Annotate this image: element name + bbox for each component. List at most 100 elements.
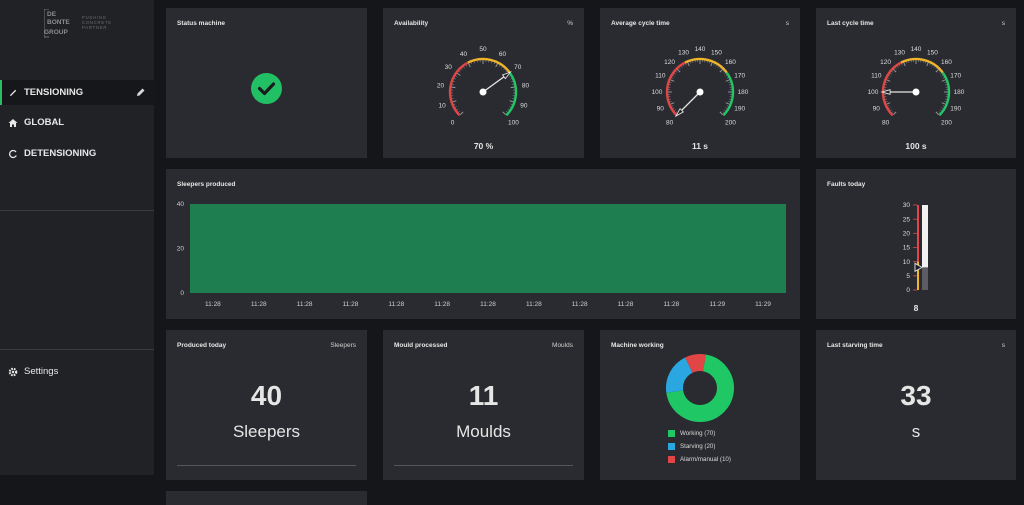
gauge-tick [942, 105, 945, 107]
sidebar-item-detensioning[interactable]: DETENSIONING [0, 141, 154, 166]
faults-track [922, 205, 928, 290]
card-unit: Moulds [552, 342, 573, 349]
card-title: Produced today [177, 342, 227, 349]
gauge-tick-label: 190 [950, 106, 961, 113]
gauge-tick [713, 63, 715, 66]
x-tick-label: 11:29 [755, 301, 771, 308]
gauge-tick [941, 79, 946, 82]
gauge-tick-label: 80 [522, 82, 530, 89]
gauge-tick [680, 65, 683, 68]
gauge-tick [673, 72, 676, 75]
produced-today-card: Produced today Sleepers 40 Sleepers [166, 330, 367, 480]
gauge-tick [942, 77, 945, 79]
gauge-tick [675, 71, 678, 73]
gauge-tick [717, 65, 720, 68]
gauge-tick-label: 30 [445, 64, 453, 71]
gauge-tick-label: 150 [927, 49, 938, 56]
sidebar-item-tensioning[interactable]: TENSIONING [0, 80, 154, 105]
gauge-tick-label: 190 [734, 106, 745, 113]
edit-icon[interactable] [136, 87, 146, 100]
card-divider [177, 465, 356, 466]
card-unit: s [1001, 20, 1005, 27]
gauge-tick [671, 77, 674, 79]
x-tick-label: 11:28 [251, 301, 267, 308]
gauge-tick [669, 81, 672, 83]
x-tick-label: 11:28 [663, 301, 679, 308]
gauge-tick-label: 130 [678, 49, 689, 56]
x-tick-label: 11:28 [297, 301, 313, 308]
x-tick-label: 11:28 [434, 301, 450, 308]
gauge-tick [503, 68, 506, 71]
gauge-tick [458, 70, 461, 73]
legend-item-alarm[interactable]: Alarm/manual (10) [668, 453, 731, 466]
sleepers-produced-chart: 40 20 0 11:28 11:28 11:28 11:28 11:28 11:28 11:28… [177, 201, 786, 308]
gauge-tick-label: 90 [520, 102, 528, 109]
sidebar-item-label: TENSIONING [24, 87, 84, 98]
gauge-tick [505, 110, 508, 113]
gauge-band-green [722, 71, 735, 117]
legend-item-starving[interactable]: Starving (20) [668, 440, 731, 453]
gauge-tick [938, 111, 941, 113]
gauge-tick [940, 72, 943, 75]
gauge-tick [725, 75, 728, 77]
faults-fill [922, 267, 928, 290]
area-series [190, 204, 786, 293]
gauge-tick-label: 50 [479, 46, 487, 53]
svg-text:CONCRETE: CONCRETE [82, 20, 112, 25]
kpi-value: 33 [900, 380, 932, 411]
faults-tick-label: 20 [903, 231, 911, 238]
sidebar-divider [0, 210, 154, 211]
gauge-tick [944, 81, 947, 83]
gauge-tick [502, 111, 506, 115]
svg-text:PARTNER: PARTNER [82, 25, 107, 30]
sidebar-item-global[interactable]: GLOBAL [0, 110, 154, 135]
gauge-tick [891, 111, 894, 113]
card-title: Machine working [611, 342, 664, 349]
x-tick-label: 11:28 [526, 301, 542, 308]
gauge-tick [452, 100, 457, 103]
gauge-hub [479, 88, 487, 96]
legend-item-working[interactable]: Working (70) [668, 427, 731, 440]
card-divider [394, 465, 573, 466]
card-unit: Sleepers [330, 342, 356, 349]
gauge-tick [511, 80, 514, 83]
faults-tick-label: 30 [903, 202, 911, 209]
gauge-tick-label: 160 [941, 59, 952, 66]
gauge-band-red [448, 61, 469, 117]
faults-pointer [914, 262, 923, 273]
x-tick-label: 11:28 [572, 301, 588, 308]
gauge-tick [675, 111, 678, 113]
home-icon [8, 118, 18, 128]
legend-label: Working (70) [680, 430, 716, 437]
gauge-tick [722, 71, 725, 73]
gauge-tick [726, 77, 729, 79]
donut-slice [666, 354, 734, 422]
gauge-tick [455, 75, 458, 77]
gauge-tick [501, 66, 503, 69]
gauge-tick [710, 62, 713, 67]
gauge-tick [926, 62, 929, 67]
gauge-tick [509, 100, 514, 103]
kpi-unit: s [911, 422, 921, 441]
gauge-value: 70 % [473, 141, 494, 151]
gauge-tick [893, 69, 897, 73]
svg-text:DE: DE [47, 11, 57, 18]
settings-button[interactable]: Settings [0, 359, 154, 384]
gauge-tick [465, 64, 468, 67]
card-unit: % [567, 20, 573, 27]
gauge-tick [719, 69, 723, 73]
gauge-band-green [505, 71, 518, 117]
gauge-tick [508, 75, 511, 77]
gauge-band-green [938, 71, 951, 117]
gauge-tick [669, 101, 672, 103]
gauge-tick [687, 62, 690, 67]
gauge-tick-label: 20 [437, 82, 445, 89]
gauge-tick [671, 105, 674, 107]
gauge-pointer [880, 89, 891, 95]
gauge-tick-label: 0 [451, 120, 455, 127]
gauge-tick [929, 63, 931, 66]
gauge-tick [941, 102, 946, 105]
gauge-tick [463, 66, 465, 69]
gauge-tick [944, 101, 947, 103]
